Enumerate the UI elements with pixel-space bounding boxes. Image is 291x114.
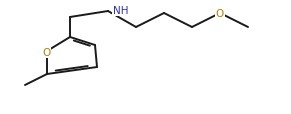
Text: NH: NH xyxy=(113,6,129,16)
Text: O: O xyxy=(42,48,50,57)
Text: O: O xyxy=(216,9,224,19)
